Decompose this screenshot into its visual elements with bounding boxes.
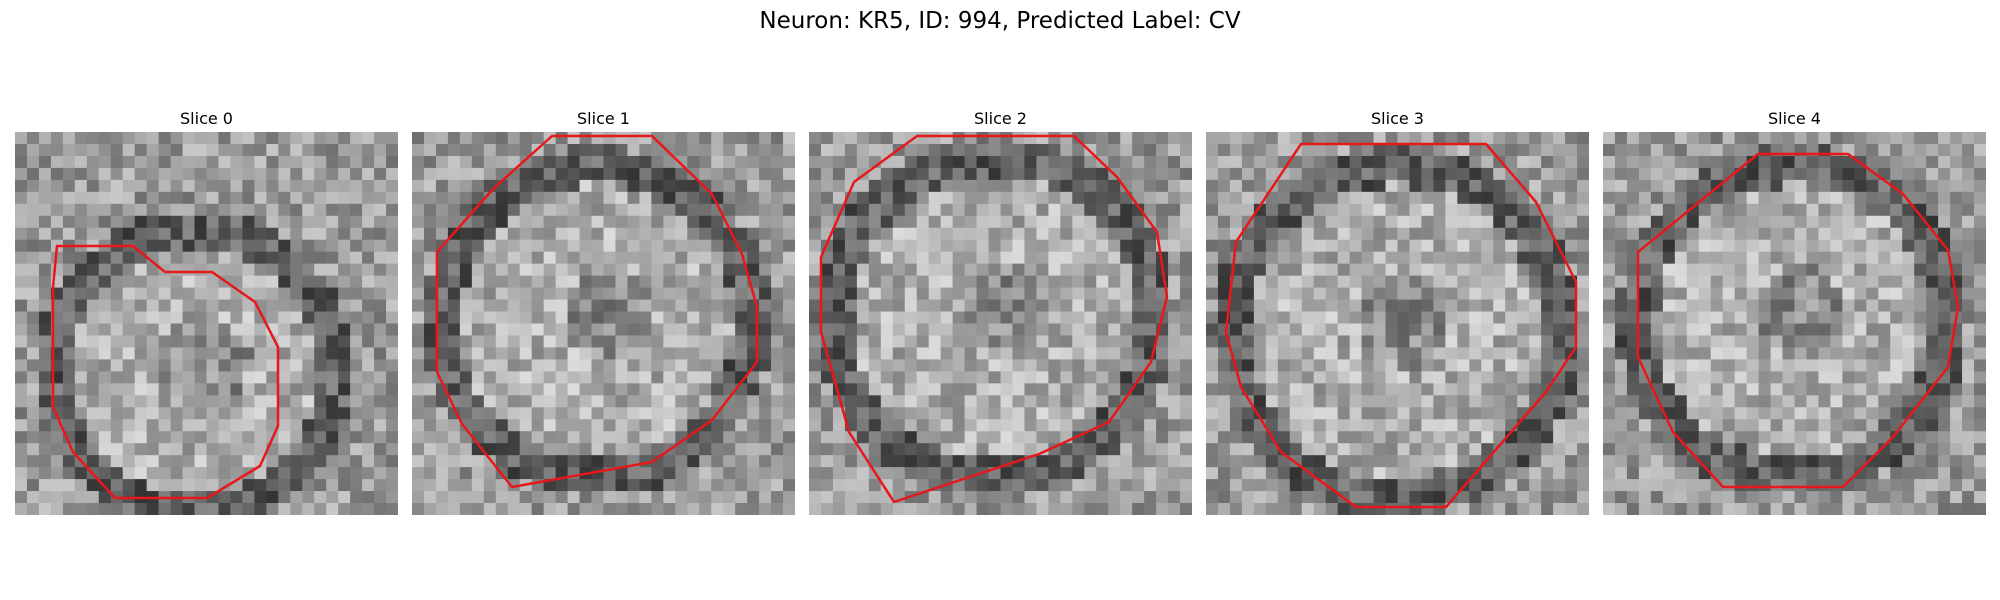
slice-title: Slice 3 bbox=[1371, 109, 1424, 128]
segmentation-contour bbox=[435, 134, 759, 489]
figure-title: Neuron: KR5, ID: 994, Predicted Label: C… bbox=[759, 8, 1241, 34]
slice-image-1 bbox=[412, 132, 795, 515]
slice-panel-0: Slice 0 bbox=[15, 108, 398, 515]
slice-image-4 bbox=[1603, 132, 1986, 515]
slice-image-2 bbox=[809, 132, 1192, 515]
slice-image-3 bbox=[1206, 132, 1589, 515]
slice-title: Slice 1 bbox=[577, 109, 630, 128]
slice-title: Slice 0 bbox=[180, 109, 233, 128]
segmentation-contour bbox=[51, 244, 280, 500]
slice-title: Slice 2 bbox=[974, 109, 1027, 128]
segmentation-contour bbox=[819, 134, 1169, 504]
slice-panel-2: Slice 2 bbox=[809, 108, 1192, 515]
slice-title: Slice 4 bbox=[1768, 109, 1821, 128]
segmentation-contour bbox=[1224, 142, 1578, 509]
slice-panel-3: Slice 3 bbox=[1206, 108, 1589, 515]
slice-panel-4: Slice 4 bbox=[1603, 108, 1986, 515]
segmentation-contour bbox=[1636, 152, 1960, 489]
slice-image-0 bbox=[15, 132, 398, 515]
slice-panel-1: Slice 1 bbox=[412, 108, 795, 515]
